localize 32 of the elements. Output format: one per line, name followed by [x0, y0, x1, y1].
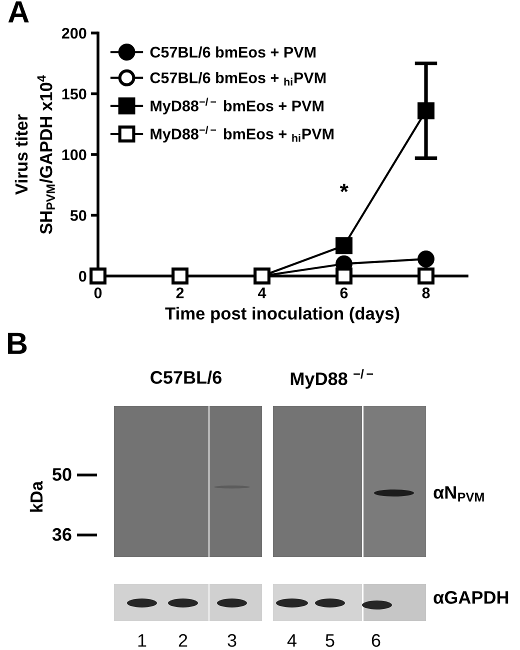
- x-tick-label: 6: [340, 288, 348, 298]
- y-tick-label: 50: [70, 210, 86, 221]
- y-tick-label: 150: [62, 88, 86, 100]
- legend-label: C57BL/6 bmEos + PVM: [150, 46, 316, 58]
- text: 2: [178, 634, 188, 647]
- text: MyD88 $^{−/−}$: [290, 369, 374, 389]
- text: 3: [228, 634, 236, 647]
- annotation: *: [340, 184, 348, 192]
- x-tick-label: 0: [94, 288, 102, 298]
- y-tick-label: 100: [62, 149, 86, 160]
- text: 1: [138, 634, 146, 647]
- text: kDa: [30, 480, 43, 512]
- text: C57BL/6: [150, 370, 222, 384]
- legend-label: C57BL/6 bmEos + $_{hi}$PVM: [150, 72, 326, 86]
- text: αGAPDH: [434, 591, 508, 604]
- x-tick-label: 8: [422, 288, 430, 298]
- text: αN$_{PVM}$: [434, 486, 484, 502]
- x-tick-label: 4: [258, 288, 266, 298]
- text: 4: [287, 634, 296, 647]
- y-tick-label: 0: [78, 270, 86, 282]
- x-axis-title: Time post inoculation (days): [165, 306, 400, 324]
- y-tick-label: 200: [62, 28, 86, 39]
- chart-title: A: [8, 1, 29, 22]
- text: 5: [326, 634, 334, 647]
- text: 50: [52, 468, 72, 481]
- text: B: [8, 332, 27, 354]
- text: 36: [52, 528, 72, 541]
- legend-label: MyD88$^{−/−}$ bmEos + PVM: [150, 98, 324, 114]
- legend-label: MyD88$^{−/−}$ bmEos + $_{hi}$PVM: [150, 126, 334, 142]
- y-axis-title: Virus titer SH$_{PVM}$/GAPDH x10$^{4}$: [14, 75, 55, 234]
- text: 6: [372, 634, 380, 647]
- x-tick-label: 2: [176, 288, 184, 298]
